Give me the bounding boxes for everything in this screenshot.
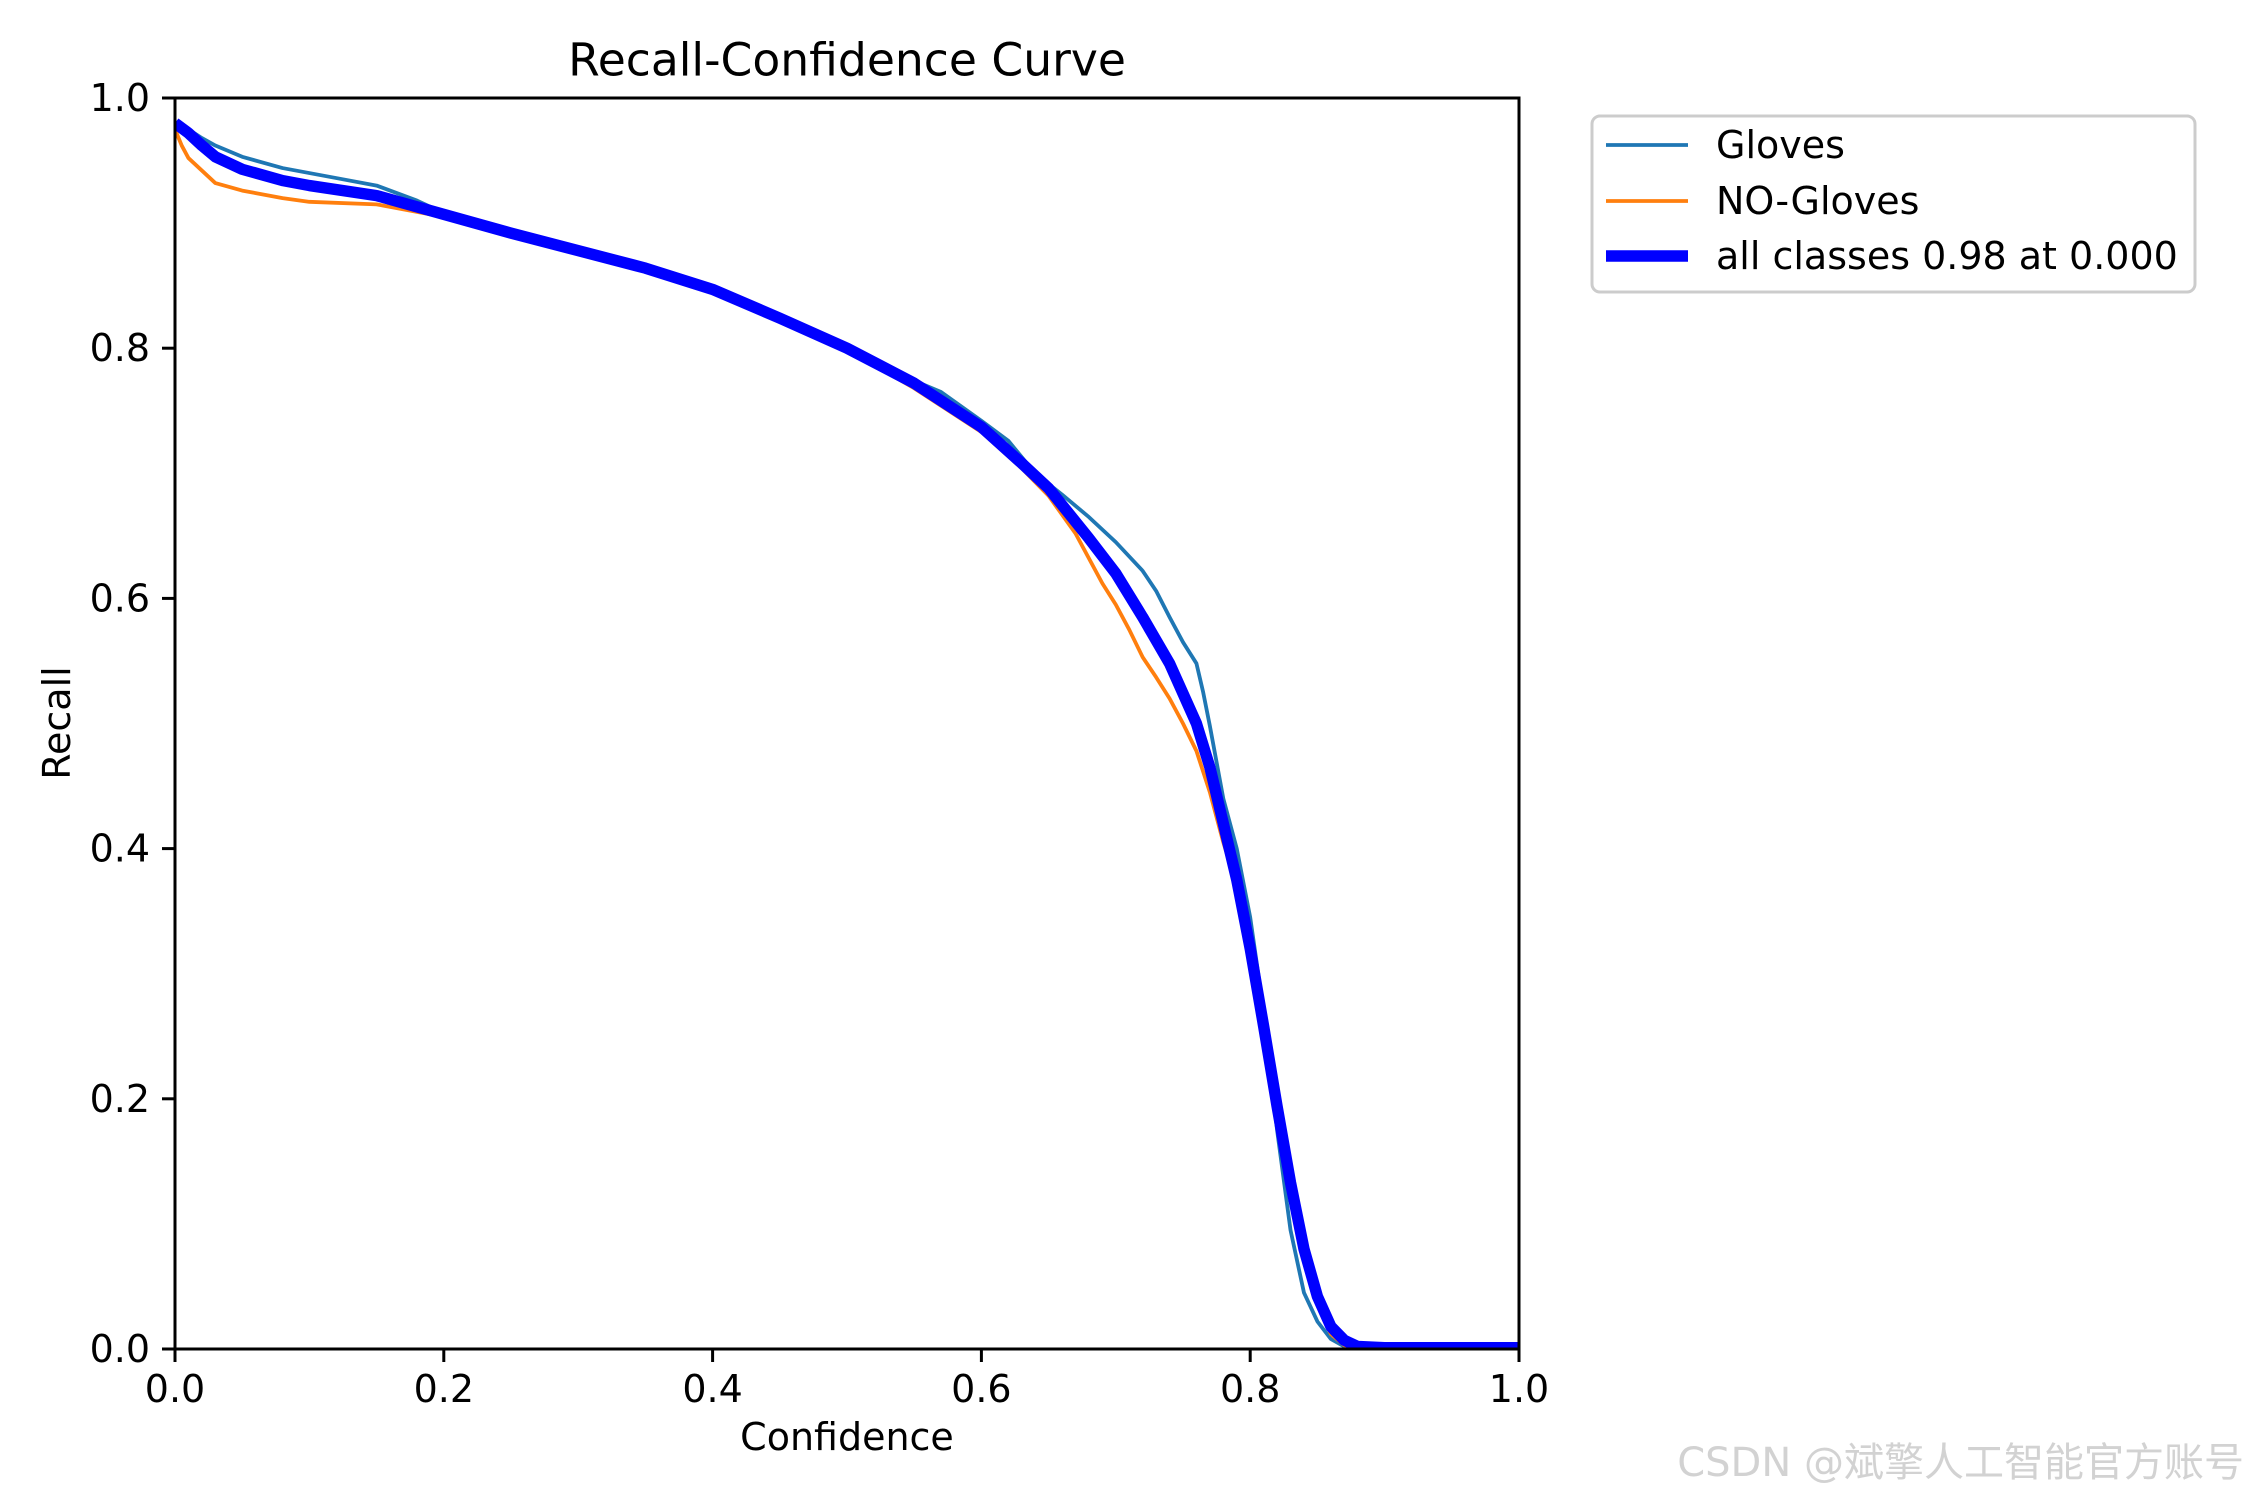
legend: Gloves NO-Gloves all classes 0.98 at 0.000 [1590, 114, 2197, 294]
legend-label: Gloves [1716, 123, 1845, 167]
x-axis-label: Confidence [740, 1415, 954, 1459]
legend-entry-all-classes-0-98-at-0-000: all classes 0.98 at 0.000 [1606, 234, 2178, 278]
y-tick-label: 0.4 [90, 827, 150, 871]
x-tick-label: 0.0 [145, 1367, 205, 1411]
watermark: CSDN @斌擎人工智能官方账号 [1677, 1440, 2244, 1486]
legend-entry-no-gloves: NO-Gloves [1606, 179, 1919, 223]
y-tick-label: 0.8 [90, 326, 150, 370]
legend-label: NO-Gloves [1716, 179, 1919, 223]
axes-frame [173, 96, 1521, 1351]
series-layer [175, 118, 1519, 1349]
x-tick-label: 0.2 [414, 1367, 474, 1411]
x-axis: 0.0 0.2 0.4 0.6 0.8 1.0 [145, 1349, 1549, 1411]
y-tick-label: 0.6 [90, 576, 150, 620]
x-tick-label: 1.0 [1489, 1367, 1549, 1411]
series-line-all-classes-0-98-at-0-000 [175, 118, 1519, 1349]
y-tick-label: 1.0 [90, 76, 150, 120]
plot-area [175, 98, 1519, 1349]
chart-title: Recall-Confidence Curve [568, 34, 1126, 87]
y-axis: 0.0 0.2 0.4 0.6 0.8 1.0 [90, 76, 175, 1371]
x-tick-label: 0.4 [682, 1367, 742, 1411]
y-tick-label: 0.0 [90, 1327, 150, 1371]
legend-label: all classes 0.98 at 0.000 [1716, 234, 2178, 278]
y-axis-label: Recall [35, 666, 79, 779]
y-tick-label: 0.2 [90, 1077, 150, 1121]
legend-frame [1590, 114, 2197, 294]
legend-entry-gloves: Gloves [1606, 123, 1845, 167]
x-tick-label: 0.6 [951, 1367, 1011, 1411]
x-tick-label: 0.8 [1220, 1367, 1280, 1411]
